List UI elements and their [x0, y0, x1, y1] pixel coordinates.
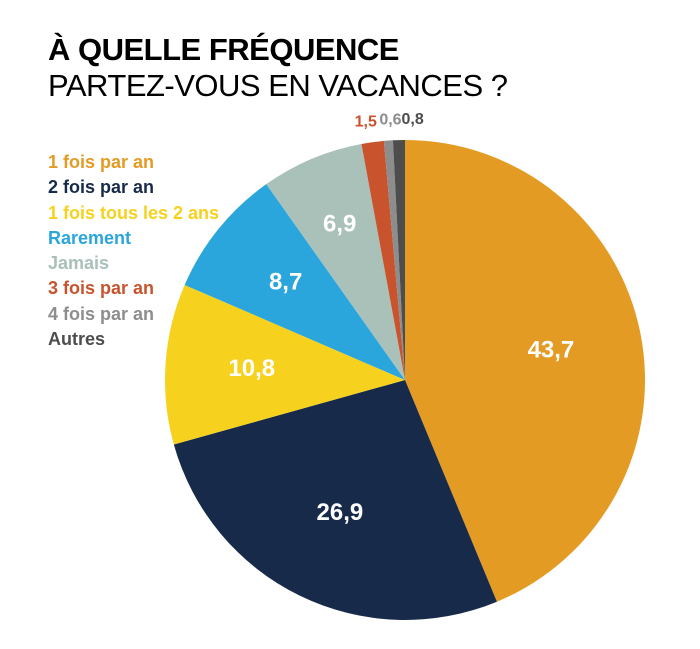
slice-value-label: 0,8 — [401, 111, 423, 128]
chart-title: À QUELLE FRÉQUENCE PARTEZ-VOUS EN VACANC… — [48, 32, 508, 103]
slice-value-label: 6,9 — [323, 211, 356, 238]
slice-value-label: 0,6 — [379, 112, 401, 129]
slice-value-label: 43,7 — [528, 336, 575, 363]
slice-value-label: 10,8 — [228, 355, 275, 382]
title-line2: PARTEZ-VOUS EN VACANCES ? — [48, 68, 508, 104]
title-line1: À QUELLE FRÉQUENCE — [48, 32, 508, 68]
slice-value-label: 1,5 — [355, 113, 377, 130]
slice-value-label: 26,9 — [317, 499, 364, 526]
slice-value-label: 8,7 — [269, 269, 302, 296]
pie-chart: 43,726,910,88,76,91,50,60,8 — [165, 140, 645, 620]
